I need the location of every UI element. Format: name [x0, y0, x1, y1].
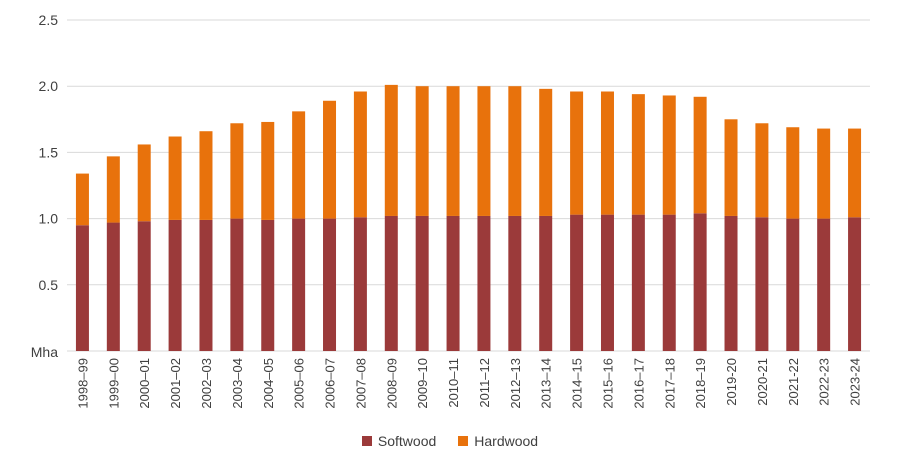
bar-softwood-13 — [477, 215, 491, 351]
bar-hardwood-6 — [261, 121, 275, 220]
stacked-bar-chart: 0.5 1.0 1.5 2.0 2.5 1998–99 1999–00 2000–01 200… — [31, 12, 870, 409]
bar-hardwood-22 — [755, 123, 769, 218]
bar-softwood-20 — [693, 213, 707, 351]
x-tick-label: 2005–06 — [292, 358, 307, 409]
bar-hardwood-1 — [106, 156, 120, 223]
x-tick-label: 1998–99 — [75, 358, 90, 409]
gridlines — [67, 19, 870, 352]
bar-softwood-24 — [817, 218, 831, 351]
x-tick-label: 2011–12 — [477, 358, 492, 408]
legend-swatch — [361, 436, 372, 446]
legend: Softwood Hardwood — [0, 433, 900, 449]
y-tick-label: 2.0 — [39, 78, 59, 94]
x-tick-label: 2010–11 — [446, 358, 461, 408]
x-tick-label: 2007–08 — [353, 358, 368, 409]
bar-hardwood-7 — [292, 111, 306, 219]
bar-hardwood-21 — [724, 119, 738, 216]
bar-hardwood-8 — [323, 100, 337, 219]
x-tick-label: 2018–19 — [693, 358, 708, 409]
x-tick-label: 2001–02 — [168, 358, 183, 409]
bar-hardwood-5 — [230, 123, 244, 219]
bar-softwood-23 — [786, 218, 800, 351]
bar-softwood-6 — [261, 219, 275, 351]
bar-hardwood-12 — [446, 86, 460, 216]
x-tick-label: 2003–04 — [230, 358, 245, 409]
bar-softwood-10 — [384, 215, 398, 351]
bar-hardwood-15 — [539, 88, 553, 216]
bar-hardwood-17 — [600, 91, 614, 215]
bar-softwood-5 — [230, 218, 244, 351]
y-tick-label: 0.5 — [39, 277, 59, 293]
x-tick-label: 2015–16 — [600, 358, 615, 409]
bar-softwood-21 — [724, 215, 738, 351]
bar-hardwood-11 — [415, 86, 429, 216]
bar-hardwood-0 — [75, 173, 89, 226]
bars — [75, 84, 862, 351]
legend-label: Softwood — [377, 433, 437, 449]
bar-hardwood-13 — [477, 86, 491, 216]
x-tick-label: 2009–10 — [415, 358, 430, 409]
y-tick-label: 1.5 — [39, 144, 59, 160]
bar-hardwood-4 — [199, 131, 213, 220]
bar-softwood-8 — [323, 218, 337, 351]
bar-softwood-25 — [848, 217, 862, 351]
bar-softwood-0 — [75, 225, 89, 351]
bar-softwood-4 — [199, 219, 213, 351]
bar-softwood-15 — [539, 215, 553, 351]
y-tick-label: 2.5 — [39, 12, 59, 28]
bar-softwood-11 — [415, 215, 429, 351]
bar-hardwood-25 — [848, 128, 862, 218]
x-tick-label: 2008–09 — [384, 358, 399, 409]
x-tick-label: 2000–01 — [137, 358, 152, 409]
x-tick-label: 2020-21 — [755, 358, 770, 406]
bar-softwood-9 — [353, 217, 367, 351]
bar-softwood-7 — [292, 218, 306, 351]
x-tick-label: 2019-20 — [724, 358, 739, 406]
legend-label: Hardwood — [474, 433, 539, 449]
x-tick-label: 2002–03 — [199, 358, 214, 409]
bar-hardwood-16 — [570, 91, 584, 215]
y-tick-label: 1.0 — [39, 211, 59, 227]
legend-item-softwood: Softwood — [361, 433, 437, 449]
bar-softwood-2 — [137, 221, 151, 351]
y-axis-label: Mha — [31, 344, 58, 360]
bar-hardwood-18 — [631, 94, 645, 215]
x-tick-label: 2014–15 — [570, 358, 585, 409]
bar-softwood-3 — [168, 219, 182, 351]
bar-softwood-17 — [600, 214, 614, 351]
bar-softwood-16 — [570, 214, 584, 351]
bar-hardwood-14 — [508, 86, 522, 216]
bar-hardwood-10 — [384, 84, 398, 216]
x-tick-label: 1999–00 — [106, 358, 121, 409]
bar-hardwood-2 — [137, 144, 151, 222]
x-tick-label: 2022-23 — [817, 358, 832, 406]
bar-hardwood-19 — [662, 95, 676, 215]
bar-hardwood-3 — [168, 136, 182, 220]
legend-item-hardwood: Hardwood — [458, 433, 538, 449]
bar-hardwood-20 — [693, 96, 707, 214]
x-tick-label: 2021-22 — [786, 358, 801, 406]
bar-softwood-1 — [106, 222, 120, 351]
bar-hardwood-23 — [786, 127, 800, 219]
legend-swatch — [458, 436, 469, 446]
x-tick-label: 2017–18 — [662, 358, 677, 409]
x-tick-label: 2012–13 — [508, 358, 523, 409]
x-tick-label: 2004–05 — [261, 358, 276, 409]
bar-softwood-22 — [755, 217, 769, 351]
y-tick-labels: 0.5 1.0 1.5 2.0 2.5 — [39, 12, 59, 293]
x-tick-label: 2013–14 — [539, 358, 554, 409]
bar-softwood-12 — [446, 215, 460, 351]
x-tick-label: 2016–17 — [631, 358, 646, 409]
bar-softwood-19 — [662, 214, 676, 351]
x-tick-label: 2006–07 — [323, 358, 338, 409]
bar-hardwood-9 — [353, 91, 367, 218]
x-tick-label: 2023-24 — [848, 358, 863, 406]
bar-softwood-14 — [508, 215, 522, 351]
bar-hardwood-24 — [817, 128, 831, 219]
x-tick-labels: 1998–99 1999–00 2000–01 2001–02 2002–03 2003–… — [75, 358, 862, 409]
bar-softwood-18 — [631, 214, 645, 351]
